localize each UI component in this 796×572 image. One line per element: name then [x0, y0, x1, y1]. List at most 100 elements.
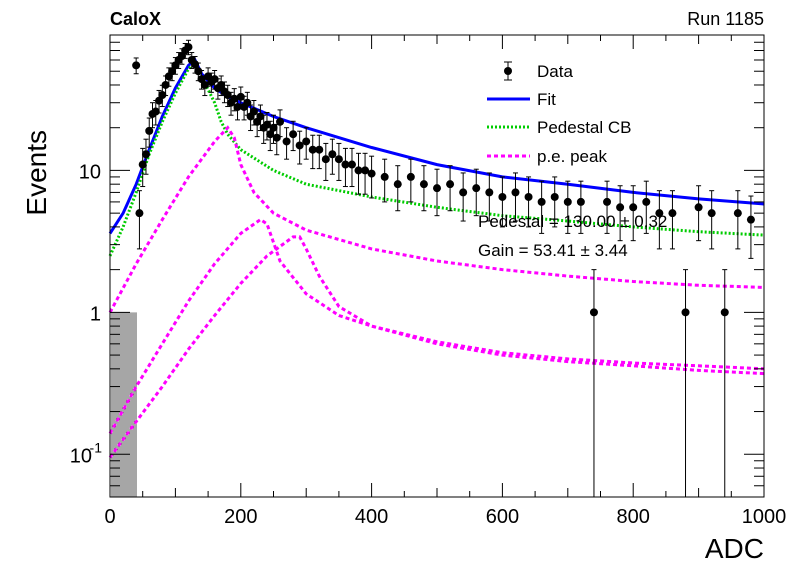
- data-point: [589, 308, 598, 317]
- data-point: [210, 75, 219, 84]
- x-tick-label: 600: [486, 506, 519, 528]
- data-point: [485, 188, 494, 197]
- data-point: [537, 197, 546, 206]
- x-tick-label: 200: [224, 506, 257, 528]
- data-point: [498, 192, 507, 201]
- data-point: [354, 166, 363, 175]
- data-point: [158, 91, 167, 100]
- data-point: [419, 180, 428, 189]
- data-point: [746, 215, 755, 224]
- data-point: [223, 91, 232, 100]
- data-point: [668, 209, 677, 218]
- data-point: [524, 192, 533, 201]
- data-point: [603, 197, 612, 206]
- legend-label-data: Data: [537, 62, 573, 81]
- data-point: [168, 67, 177, 76]
- data-point: [347, 160, 356, 169]
- data-point: [655, 209, 664, 218]
- legend-entry-fit: Fit: [487, 90, 556, 109]
- data-point: [707, 209, 716, 218]
- legend-entry-pedestal: Pedestal CB: [487, 118, 632, 137]
- data-point: [720, 308, 729, 317]
- p-e-peak-3-curve: [108, 235, 765, 459]
- x-tick-label: 0: [104, 506, 115, 528]
- data-point: [629, 203, 638, 212]
- data-point: [282, 137, 291, 146]
- data-point: [262, 120, 271, 129]
- data-point: [563, 197, 572, 206]
- data-point: [145, 126, 154, 135]
- data-point: [269, 123, 278, 132]
- x-tick-label: 800: [617, 506, 650, 528]
- data-point: [315, 145, 324, 154]
- legend-label-pedestal: Pedestal CB: [537, 118, 632, 137]
- data-point: [367, 169, 376, 178]
- data-point: [197, 75, 206, 84]
- y-tick-label: 10: [70, 445, 92, 467]
- data-point: [295, 141, 304, 150]
- data-point: [184, 43, 193, 52]
- data-point: [694, 203, 703, 212]
- data-point: [616, 203, 625, 212]
- data-points: [132, 39, 755, 498]
- data-point: [141, 150, 150, 159]
- legend-label-fit: Fit: [537, 90, 556, 109]
- data-point: [446, 180, 455, 189]
- legend-data-marker: [504, 67, 512, 75]
- legend-entry-data: Data: [504, 61, 573, 81]
- data-point: [406, 172, 415, 181]
- data-point: [328, 150, 337, 159]
- data-point: [393, 180, 402, 189]
- data-point: [576, 197, 585, 206]
- data-point: [341, 160, 350, 169]
- data-point: [380, 172, 389, 181]
- data-point: [151, 107, 160, 116]
- y-tick-label: 1: [90, 303, 101, 325]
- data-point: [256, 112, 265, 121]
- x-tick-label: 1000: [742, 506, 787, 528]
- data-point: [272, 133, 281, 142]
- data-point: [200, 80, 209, 89]
- data-point: [266, 130, 275, 139]
- data-point: [135, 209, 144, 218]
- data-point: [161, 80, 170, 89]
- data-point: [472, 184, 481, 193]
- data-point: [236, 92, 245, 101]
- data-point: [550, 192, 559, 201]
- pedestal-annotation: Pedestal = 130.00 ± 0.32: [478, 212, 667, 231]
- y-tick-label: 10: [79, 161, 101, 183]
- data-point: [733, 209, 742, 218]
- run-label: Run 1185: [687, 9, 764, 29]
- data-point: [681, 308, 690, 317]
- data-point: [642, 197, 651, 206]
- data-point: [334, 155, 343, 164]
- data-point: [194, 67, 203, 76]
- hatched-low-adc-region: [109, 312, 137, 497]
- pedestal-cb-curve: [108, 59, 765, 257]
- p-e-peak-curve: [108, 125, 765, 314]
- x-tick-label: 400: [355, 506, 388, 528]
- legend: Data Fit Pedestal CB p.e. peak: [487, 61, 632, 166]
- data-point: [361, 166, 370, 175]
- x-axis-label: ADC: [705, 533, 764, 564]
- data-point: [138, 160, 147, 169]
- data-point: [302, 137, 311, 146]
- data-point: [459, 188, 468, 197]
- legend-entry-pe-peak: p.e. peak: [487, 147, 607, 166]
- data-point: [511, 188, 520, 197]
- data-point: [276, 117, 285, 126]
- data-point: [217, 80, 226, 89]
- data-point: [321, 155, 330, 164]
- p-e-peak-2-curve: [108, 217, 765, 435]
- data-point: [191, 60, 200, 69]
- data-point: [132, 61, 141, 70]
- data-point: [308, 145, 317, 154]
- calox-label: CaloX: [110, 9, 161, 29]
- legend-label-pe-peak: p.e. peak: [537, 147, 607, 166]
- y-tick-exponent: -1: [90, 439, 103, 455]
- y-axis-label: Events: [21, 130, 52, 216]
- gain-annotation: Gain = 53.41 ± 3.44: [478, 241, 628, 260]
- data-point: [289, 130, 298, 139]
